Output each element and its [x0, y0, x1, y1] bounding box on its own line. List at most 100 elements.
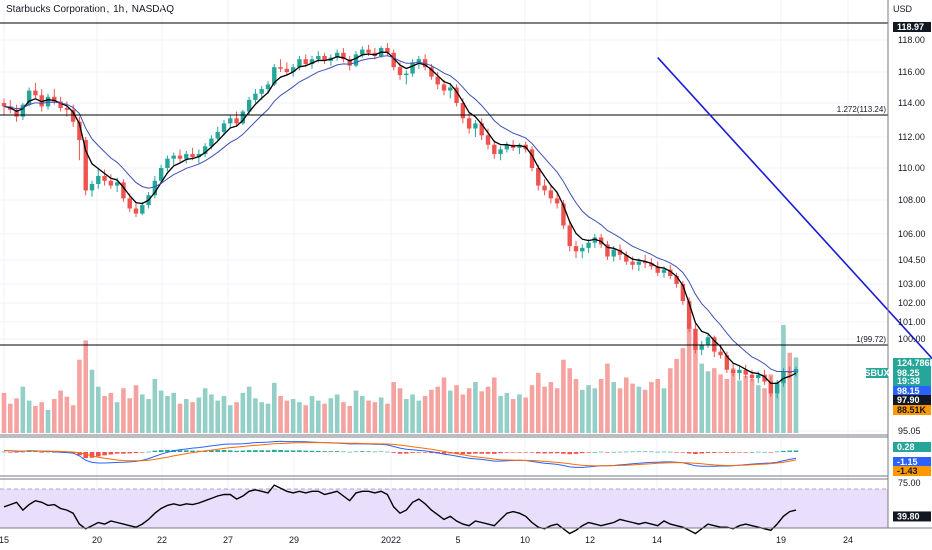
candle-body — [624, 254, 629, 262]
candle-body — [1, 103, 7, 107]
candle-body — [674, 276, 679, 284]
level-label: 1(99.72) — [856, 335, 886, 344]
macd-hist-bar — [127, 452, 133, 454]
macd-hist-bar — [661, 451, 667, 453]
macd-hist-bar — [529, 452, 535, 453]
volume-bar — [422, 395, 428, 433]
macd-hist-bar — [309, 450, 315, 452]
volume-bar — [328, 398, 334, 433]
volume-bar — [473, 382, 478, 433]
price-tag: 88.51K — [897, 405, 927, 415]
candle-body — [121, 182, 126, 199]
volume-bar — [711, 368, 717, 433]
candle-body — [221, 123, 227, 132]
candle-body — [77, 121, 82, 141]
candle-body — [39, 95, 44, 107]
volume-bar — [146, 399, 151, 433]
y-tick-label: 101.00 — [898, 317, 926, 327]
candle-body — [33, 90, 38, 96]
price-tag-bg — [893, 386, 931, 396]
volume-bar — [190, 402, 195, 433]
candle-body — [347, 59, 352, 66]
candle-body — [473, 123, 478, 129]
candle-body — [611, 249, 616, 257]
volume-bar — [378, 397, 384, 433]
volume-bar — [221, 395, 227, 433]
x-tick-label: 24 — [843, 535, 853, 545]
macd-hist-bar — [454, 452, 459, 454]
candle-body — [561, 203, 566, 226]
volume-bar — [209, 394, 214, 433]
candle-body — [492, 144, 497, 155]
volume-bar — [441, 377, 447, 433]
volume-bar — [1, 392, 7, 433]
x-tick-label: 19 — [776, 535, 786, 545]
candle-body — [341, 52, 346, 60]
candle-body — [680, 284, 686, 302]
volume-bar — [121, 388, 126, 433]
volume-bar — [196, 397, 202, 433]
volume-bar — [303, 405, 309, 433]
macd-hist-bar — [630, 451, 635, 453]
volume-bar — [127, 398, 133, 433]
macd-hist-bar — [95, 452, 101, 457]
volume-bar — [89, 369, 95, 433]
candle-body — [554, 198, 560, 204]
volume-bar — [429, 389, 434, 433]
macd-hist-bar — [234, 450, 239, 452]
candle-body — [102, 176, 107, 181]
macd-hist-bar — [636, 451, 642, 453]
volume-bar — [755, 385, 761, 433]
volume-bar — [749, 379, 755, 433]
volume-bar — [139, 394, 145, 433]
x-tick-label: 20 — [92, 535, 102, 545]
time-axis[interactable]: 15 20 22 27 29 2022 5 10 12 14 19 24 — [0, 535, 853, 545]
level-label: 1.272(113.24) — [837, 105, 887, 114]
candle-body — [636, 261, 642, 265]
candle-body — [642, 261, 648, 264]
volume-bar — [177, 403, 183, 433]
volume-bar — [334, 394, 340, 433]
volume-bar — [410, 394, 415, 433]
candle-body — [592, 237, 598, 243]
candle-body — [202, 146, 208, 155]
macd-hist-bar — [554, 452, 560, 454]
macd-hist-bar — [183, 450, 189, 452]
candle-body — [724, 355, 730, 370]
macd-hist-bar — [693, 452, 698, 454]
macd-hist-bar — [322, 451, 327, 452]
candle-body — [26, 90, 32, 105]
macd-hist-bar — [121, 452, 126, 454]
volume-bar — [774, 382, 780, 433]
volume-bar — [573, 379, 579, 433]
candle-body — [548, 190, 554, 199]
macd-hist-bar — [20, 451, 26, 453]
price-tag: 98.25 — [897, 368, 920, 378]
candle-body — [448, 87, 453, 91]
volume-bar — [58, 390, 63, 433]
volume-bar — [667, 368, 673, 433]
macd-hist-bar — [674, 452, 679, 453]
trendline — [657, 57, 932, 360]
candle-body — [58, 101, 63, 109]
candle-body — [70, 109, 76, 122]
macd-hist-bar — [416, 452, 422, 453]
trendline-group[interactable] — [657, 57, 932, 395]
volume-bar — [234, 402, 239, 433]
candle-body — [567, 225, 572, 247]
volume-bar — [642, 389, 648, 433]
macd-hist-bar — [737, 452, 742, 453]
candle-body — [391, 52, 396, 68]
volume-bar — [353, 390, 359, 433]
volume-bar — [605, 363, 610, 433]
candle-body — [265, 84, 271, 90]
volume-bar — [391, 382, 397, 433]
candle-body — [127, 198, 132, 209]
rsi-tag: 39.80 — [897, 511, 920, 521]
candle-body — [353, 54, 359, 66]
macd-hist-bar — [139, 452, 145, 453]
price-tag: 118.97 — [897, 22, 924, 32]
volume-bar — [661, 388, 667, 433]
interval-label: 1h — [113, 4, 125, 15]
